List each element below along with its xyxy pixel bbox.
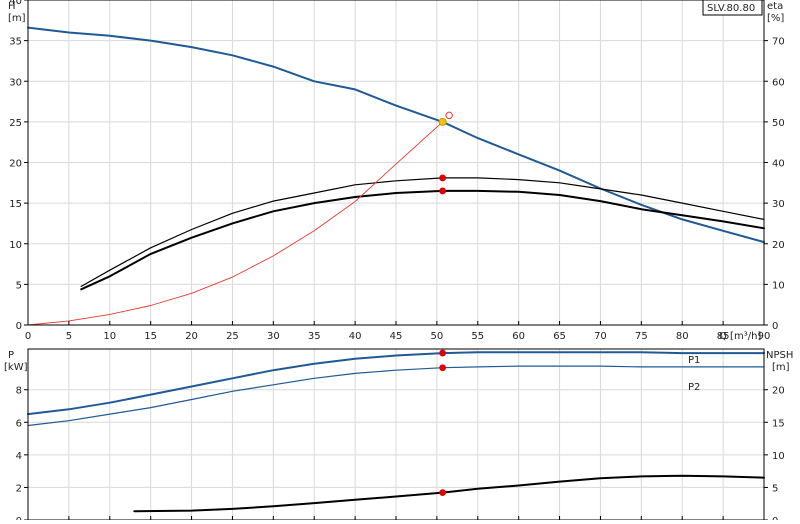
left-tick-label: 15 [9, 199, 22, 210]
left-tick-label: 35 [9, 37, 22, 48]
p1-curve [27, 351, 765, 416]
x-tick-label: 60 [512, 331, 525, 342]
npsh-curve [133, 474, 765, 513]
left-tick-label: 0 [16, 516, 22, 520]
eta-axis-unit: [%] [767, 13, 784, 24]
system-curve [27, 121, 444, 326]
head-efficiency-panel: 0 5 10 15 20 25 30 35 40 45 50 55 60 65 70 75 80 85 90 0 5 1… [8, 0, 785, 342]
left-tick-label: 10 [9, 240, 22, 251]
duty-point-marker [439, 364, 447, 372]
left-tick-label: 8 [16, 386, 22, 397]
right-tick-label: 70 [772, 37, 785, 48]
head-axis-unit: [m] [8, 13, 26, 24]
x-tick-label: 30 [267, 331, 280, 342]
p2-curve [27, 365, 765, 427]
power-series-group [27, 351, 765, 513]
right-tick-label: 20 [772, 386, 785, 397]
head-duty-points [438, 111, 453, 195]
x-tick-label: 65 [553, 331, 566, 342]
left-tick-label: 6 [16, 418, 22, 429]
eta-axis-label: eta [767, 1, 783, 12]
x-tick-label: 0 [25, 331, 31, 342]
right-tick-label: 30 [772, 199, 785, 210]
duty-point-marker [438, 117, 447, 126]
duty-point-marker [439, 349, 447, 357]
head-left-ticks: 0 5 10 15 20 25 30 35 40 [9, 0, 28, 332]
x-tick-label: 20 [185, 331, 198, 342]
right-tick-label: 0 [772, 321, 778, 332]
head-grid [27, 0, 765, 326]
right-tick-label: 20 [772, 240, 785, 251]
npsh-axis-label: NPSH [766, 350, 793, 361]
left-tick-label: 40 [9, 0, 22, 7]
right-tick-label: 10 [772, 451, 785, 462]
h-curve [27, 26, 765, 244]
x-tick-label: 90 [758, 331, 771, 342]
x-tick-label: 25 [226, 331, 239, 342]
duty-point-marker [439, 489, 447, 497]
x-tick-label: 80 [676, 331, 689, 342]
left-tick-label: 2 [16, 483, 22, 494]
x-tick-label: 85 [717, 331, 730, 342]
eta-bold-curve [80, 189, 765, 291]
x-tick-label: 70 [594, 331, 607, 342]
x-tick-label: 10 [103, 331, 116, 342]
right-tick-label: 0 [772, 516, 778, 520]
x-tick-label: 50 [431, 331, 444, 342]
p1-series-label: P1 [688, 355, 700, 366]
right-tick-label: 5 [772, 483, 778, 494]
left-tick-label: 30 [9, 77, 22, 88]
power-axis-label: P [8, 350, 14, 361]
left-tick-label: 4 [16, 451, 22, 462]
power-npsh-panel: 0 2 4 6 8 0 5 10 15 20 P [kW] NPSH [m] P1 P2 [4, 348, 793, 524]
duty-point-marker [439, 187, 447, 195]
head-axis-label: H [8, 1, 16, 12]
eta-thin-curve [80, 177, 765, 287]
left-tick-label: 25 [9, 118, 22, 129]
p2-series-label: P2 [688, 382, 700, 393]
system-end-marker [445, 111, 453, 120]
power-left-ticks: 0 2 4 6 8 [16, 386, 28, 524]
right-tick-label: 60 [772, 77, 785, 88]
head-x-ticks: 0 5 10 15 20 25 30 35 40 45 50 55 60 65 70 75 80 85 90 [25, 321, 771, 342]
x-tick-label: 75 [635, 331, 648, 342]
power-right-ticks: 0 5 10 15 20 [764, 386, 785, 524]
power-axis-unit: [kW] [4, 362, 28, 373]
power-x-ticks [27, 516, 765, 520]
x-tick-label: 40 [349, 331, 362, 342]
left-tick-label: 5 [16, 280, 22, 291]
left-tick-label: 20 [9, 159, 22, 170]
duty-point-marker [439, 174, 447, 182]
right-tick-label: 50 [772, 118, 785, 129]
x-tick-label: 35 [308, 331, 321, 342]
x-tick-label: 45 [390, 331, 403, 342]
left-tick-label: 0 [16, 321, 22, 332]
head-series-group [27, 26, 765, 326]
right-tick-label: 15 [772, 418, 785, 429]
head-right-ticks: 0 10 20 30 40 50 60 70 [764, 37, 785, 332]
power-duty-points [439, 349, 447, 497]
x-tick-label: 15 [144, 331, 157, 342]
x-tick-label: 5 [66, 331, 72, 342]
pump-name-box [702, 0, 763, 16]
flow-axis-label: Q [m³/h] [719, 331, 761, 342]
power-grid [27, 349, 765, 521]
right-tick-label: 40 [772, 159, 785, 170]
right-tick-label: 10 [772, 280, 785, 291]
x-tick-label: 55 [471, 331, 484, 342]
npsh-axis-unit: [m] [772, 362, 790, 373]
pump-name-label: SLV.80.80 [707, 3, 755, 14]
